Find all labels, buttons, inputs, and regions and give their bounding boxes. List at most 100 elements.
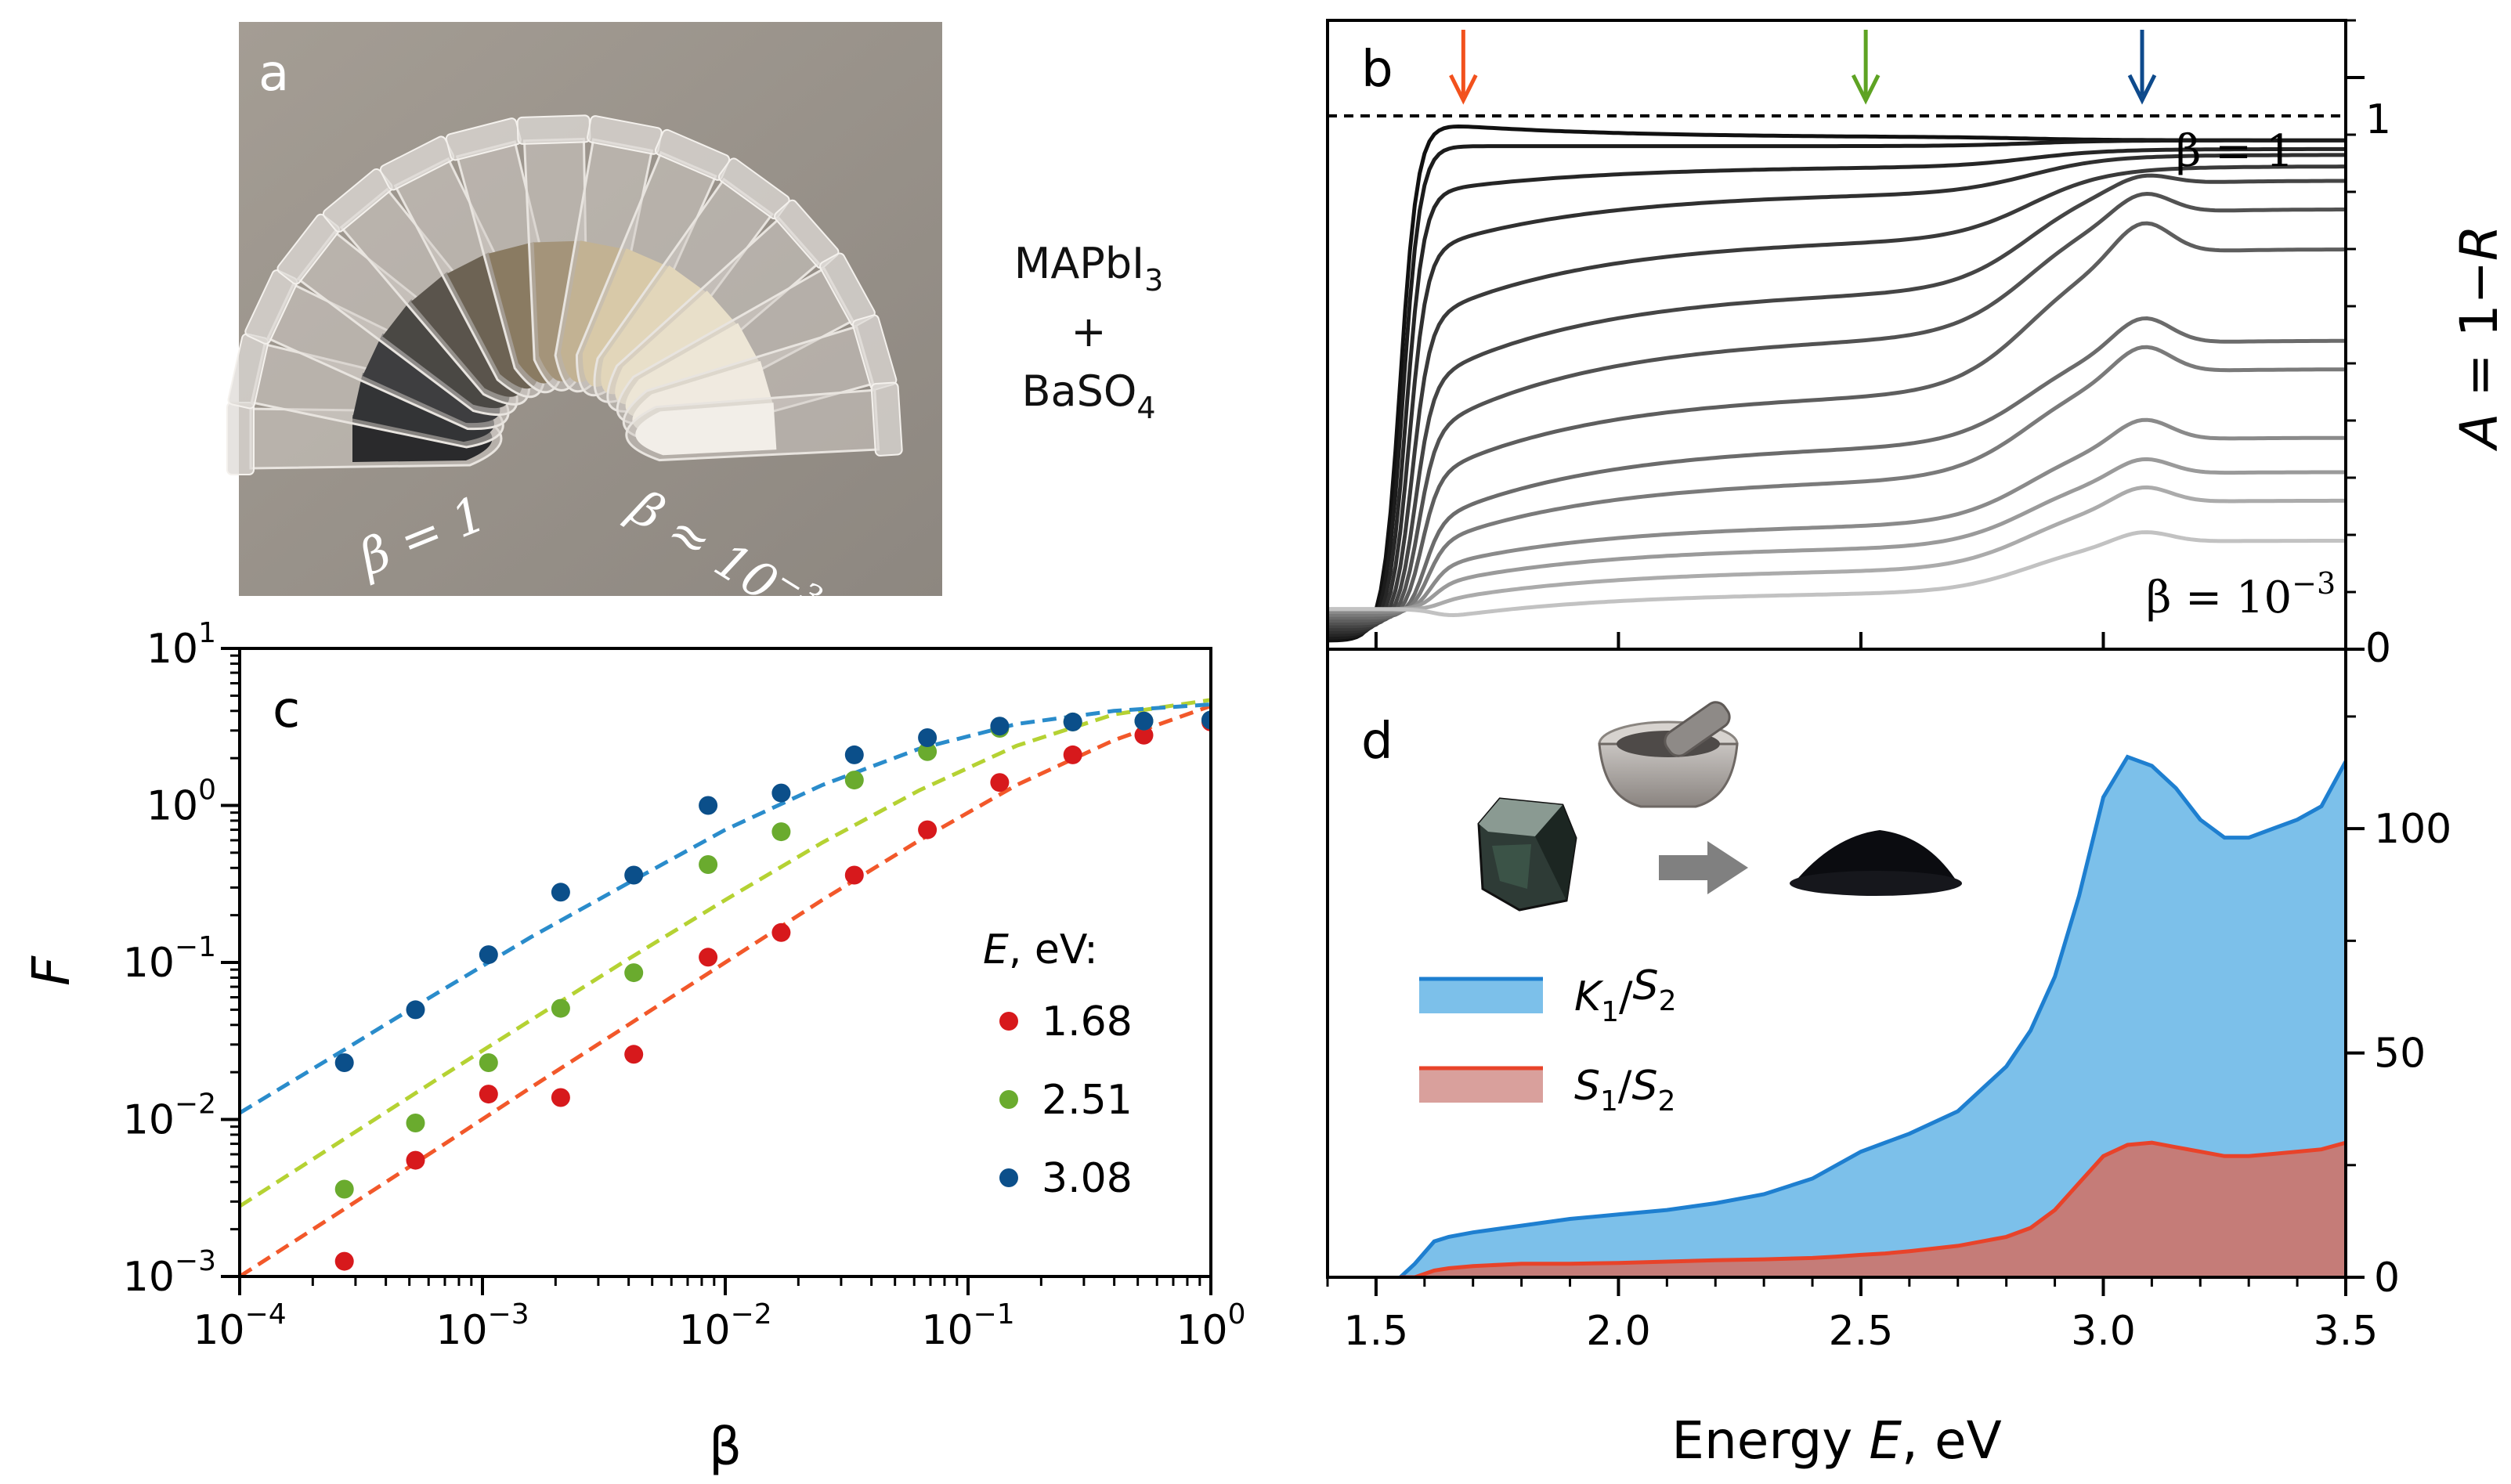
c-point-3.08 — [918, 728, 938, 747]
panel-c-label: c — [273, 681, 300, 739]
d-legend-swatch — [1419, 1068, 1543, 1103]
d-area-0 — [1400, 756, 2346, 1277]
c-legend-label: 2.51 — [1042, 1077, 1133, 1124]
c-point-1.68 — [918, 820, 938, 839]
c-point-3.08 — [551, 883, 570, 902]
tube-array — [226, 114, 903, 475]
c-legend-label: 1.68 — [1042, 998, 1133, 1045]
b-arrow-head — [1449, 74, 1478, 105]
b-curve — [1328, 173, 2346, 629]
c-point-1.68 — [551, 1088, 570, 1107]
c-point-1.68 — [1134, 725, 1154, 745]
b-ytick-0: 0 — [2365, 625, 2391, 672]
c-point-2.51 — [406, 1114, 425, 1132]
panel-b-label: b — [1361, 41, 1393, 99]
c-x-tick-labels: 10−4 10−3 10−2 10−1 100 — [193, 1298, 1245, 1354]
c-xtick-label: 10−4 — [193, 1298, 286, 1354]
d-x-tick-labels: 1.5 2.0 2.5 3.0 3.5 — [1344, 1308, 2379, 1355]
b-curve — [1328, 191, 2346, 626]
d-line-1 — [1400, 1140, 2346, 1277]
c-fit-lines — [240, 698, 1211, 1276]
compound-plus: + — [1071, 307, 1106, 356]
c-point-2.51 — [918, 742, 938, 761]
c-legend-marker — [999, 1090, 1018, 1109]
c-point-2.51 — [624, 963, 644, 983]
b-arrow-head — [2127, 74, 2157, 105]
c-point-1.68 — [624, 1045, 644, 1064]
b-bottom-label: β = 10−3 — [2146, 566, 2336, 623]
b-ytick-1: 1 — [2365, 96, 2391, 143]
compound-sub2: 4 — [1136, 391, 1155, 425]
compound-label: MAPbI3 + BaSO4 — [1014, 239, 1164, 425]
c-point-2.51 — [334, 1179, 354, 1199]
compound-baso: BaSO — [1021, 366, 1136, 416]
d-xtick-label: 1.5 — [1344, 1308, 1409, 1355]
c-point-2.51 — [699, 855, 718, 874]
b-curve — [1328, 457, 2346, 612]
c-point-1.68 — [1063, 745, 1082, 764]
c-point-2.51 — [551, 998, 570, 1018]
b-curve — [1328, 316, 2346, 620]
d-legend-label: S1/S2 — [1574, 1063, 1675, 1118]
c-point-3.08 — [334, 1053, 354, 1072]
panel-d: 0 1.5 2.0 2.5 3.0 3.5 0 50 100 Energy E, eV d — [1326, 625, 2451, 1471]
b-curve — [1328, 485, 2346, 612]
c-point-3.08 — [844, 745, 864, 764]
c-point-1.68 — [844, 865, 864, 885]
c-y-axis-label: F — [21, 955, 81, 986]
c-point-3.08 — [1134, 711, 1154, 731]
d-xlabel-pre: Energy — [1671, 1410, 1869, 1471]
tube — [625, 381, 903, 462]
c-ytick-label: 10−1 — [123, 931, 216, 987]
c-legend-marker — [999, 1012, 1018, 1031]
b-curve — [1328, 124, 2346, 643]
d-xlabel-post: , eV — [1902, 1410, 2002, 1471]
d-areas — [1399, 754, 2346, 1277]
mortar-illustration — [1598, 701, 1739, 808]
c-fit-2.51 — [240, 698, 1211, 1208]
d-xtick-label: 2.0 — [1586, 1308, 1651, 1355]
powder-illustration — [1790, 830, 1962, 896]
d-xlabel-var: E — [1869, 1410, 1902, 1471]
b-y-axis-label: A = 1−R — [2449, 225, 2509, 452]
b-curve — [1328, 138, 2346, 640]
d-xtick-label: 2.5 — [1829, 1308, 1894, 1355]
b-bottom-label-base: β = 10 — [2146, 572, 2292, 623]
b-ylabel-rest: = 1− — [2449, 261, 2509, 413]
b-curve — [1328, 345, 2346, 617]
c-ytick-label: 10−3 — [123, 1245, 216, 1301]
d-x-axis-label: Energy E, eV — [1671, 1410, 2001, 1471]
b-ylabel-var2: R — [2449, 225, 2509, 261]
panel-d-label: d — [1361, 713, 1393, 771]
d-ytick-label: 50 — [2374, 1031, 2426, 1078]
c-fit-3.08 — [240, 702, 1211, 1115]
d-legend-label: K1/S2 — [1574, 962, 1676, 1028]
compound-sub1: 3 — [1144, 263, 1163, 298]
b-curve — [1328, 530, 2346, 618]
b-top-label: β = 1 — [2176, 126, 2294, 177]
c-legend: E, eV: 1.68 2.51 3.08 — [983, 926, 1133, 1202]
b-curve — [1328, 146, 2346, 637]
c-point-3.08 — [771, 783, 791, 803]
c-point-1.68 — [990, 773, 1010, 793]
d-ticks — [1326, 715, 2365, 1296]
c-point-2.51 — [844, 771, 864, 790]
c-point-3.08 — [1063, 712, 1082, 731]
arrow-illustration — [1659, 841, 1748, 894]
b-bottom-label-exp: −3 — [2292, 566, 2336, 601]
c-xtick-label: 10−3 — [435, 1298, 529, 1354]
d-legend: K1/S2 S1/S2 — [1419, 962, 1676, 1118]
b-curve — [1328, 417, 2346, 614]
b-ylabel-var: A — [2449, 413, 2509, 452]
b-curve — [1328, 153, 2346, 634]
d-y-tick-labels: 0 50 100 — [2374, 806, 2451, 1302]
c-legend-title: E, eV: — [983, 926, 1098, 973]
c-ytick-label: 10−2 — [123, 1089, 216, 1144]
c-ytick-label: 101 — [146, 617, 216, 673]
compound-mapbi: MAPbI — [1014, 239, 1144, 288]
b-curve — [1328, 221, 2346, 623]
d-area-1 — [1400, 1143, 2346, 1277]
c-point-1.68 — [771, 923, 791, 942]
c-point-1.68 — [334, 1251, 354, 1271]
